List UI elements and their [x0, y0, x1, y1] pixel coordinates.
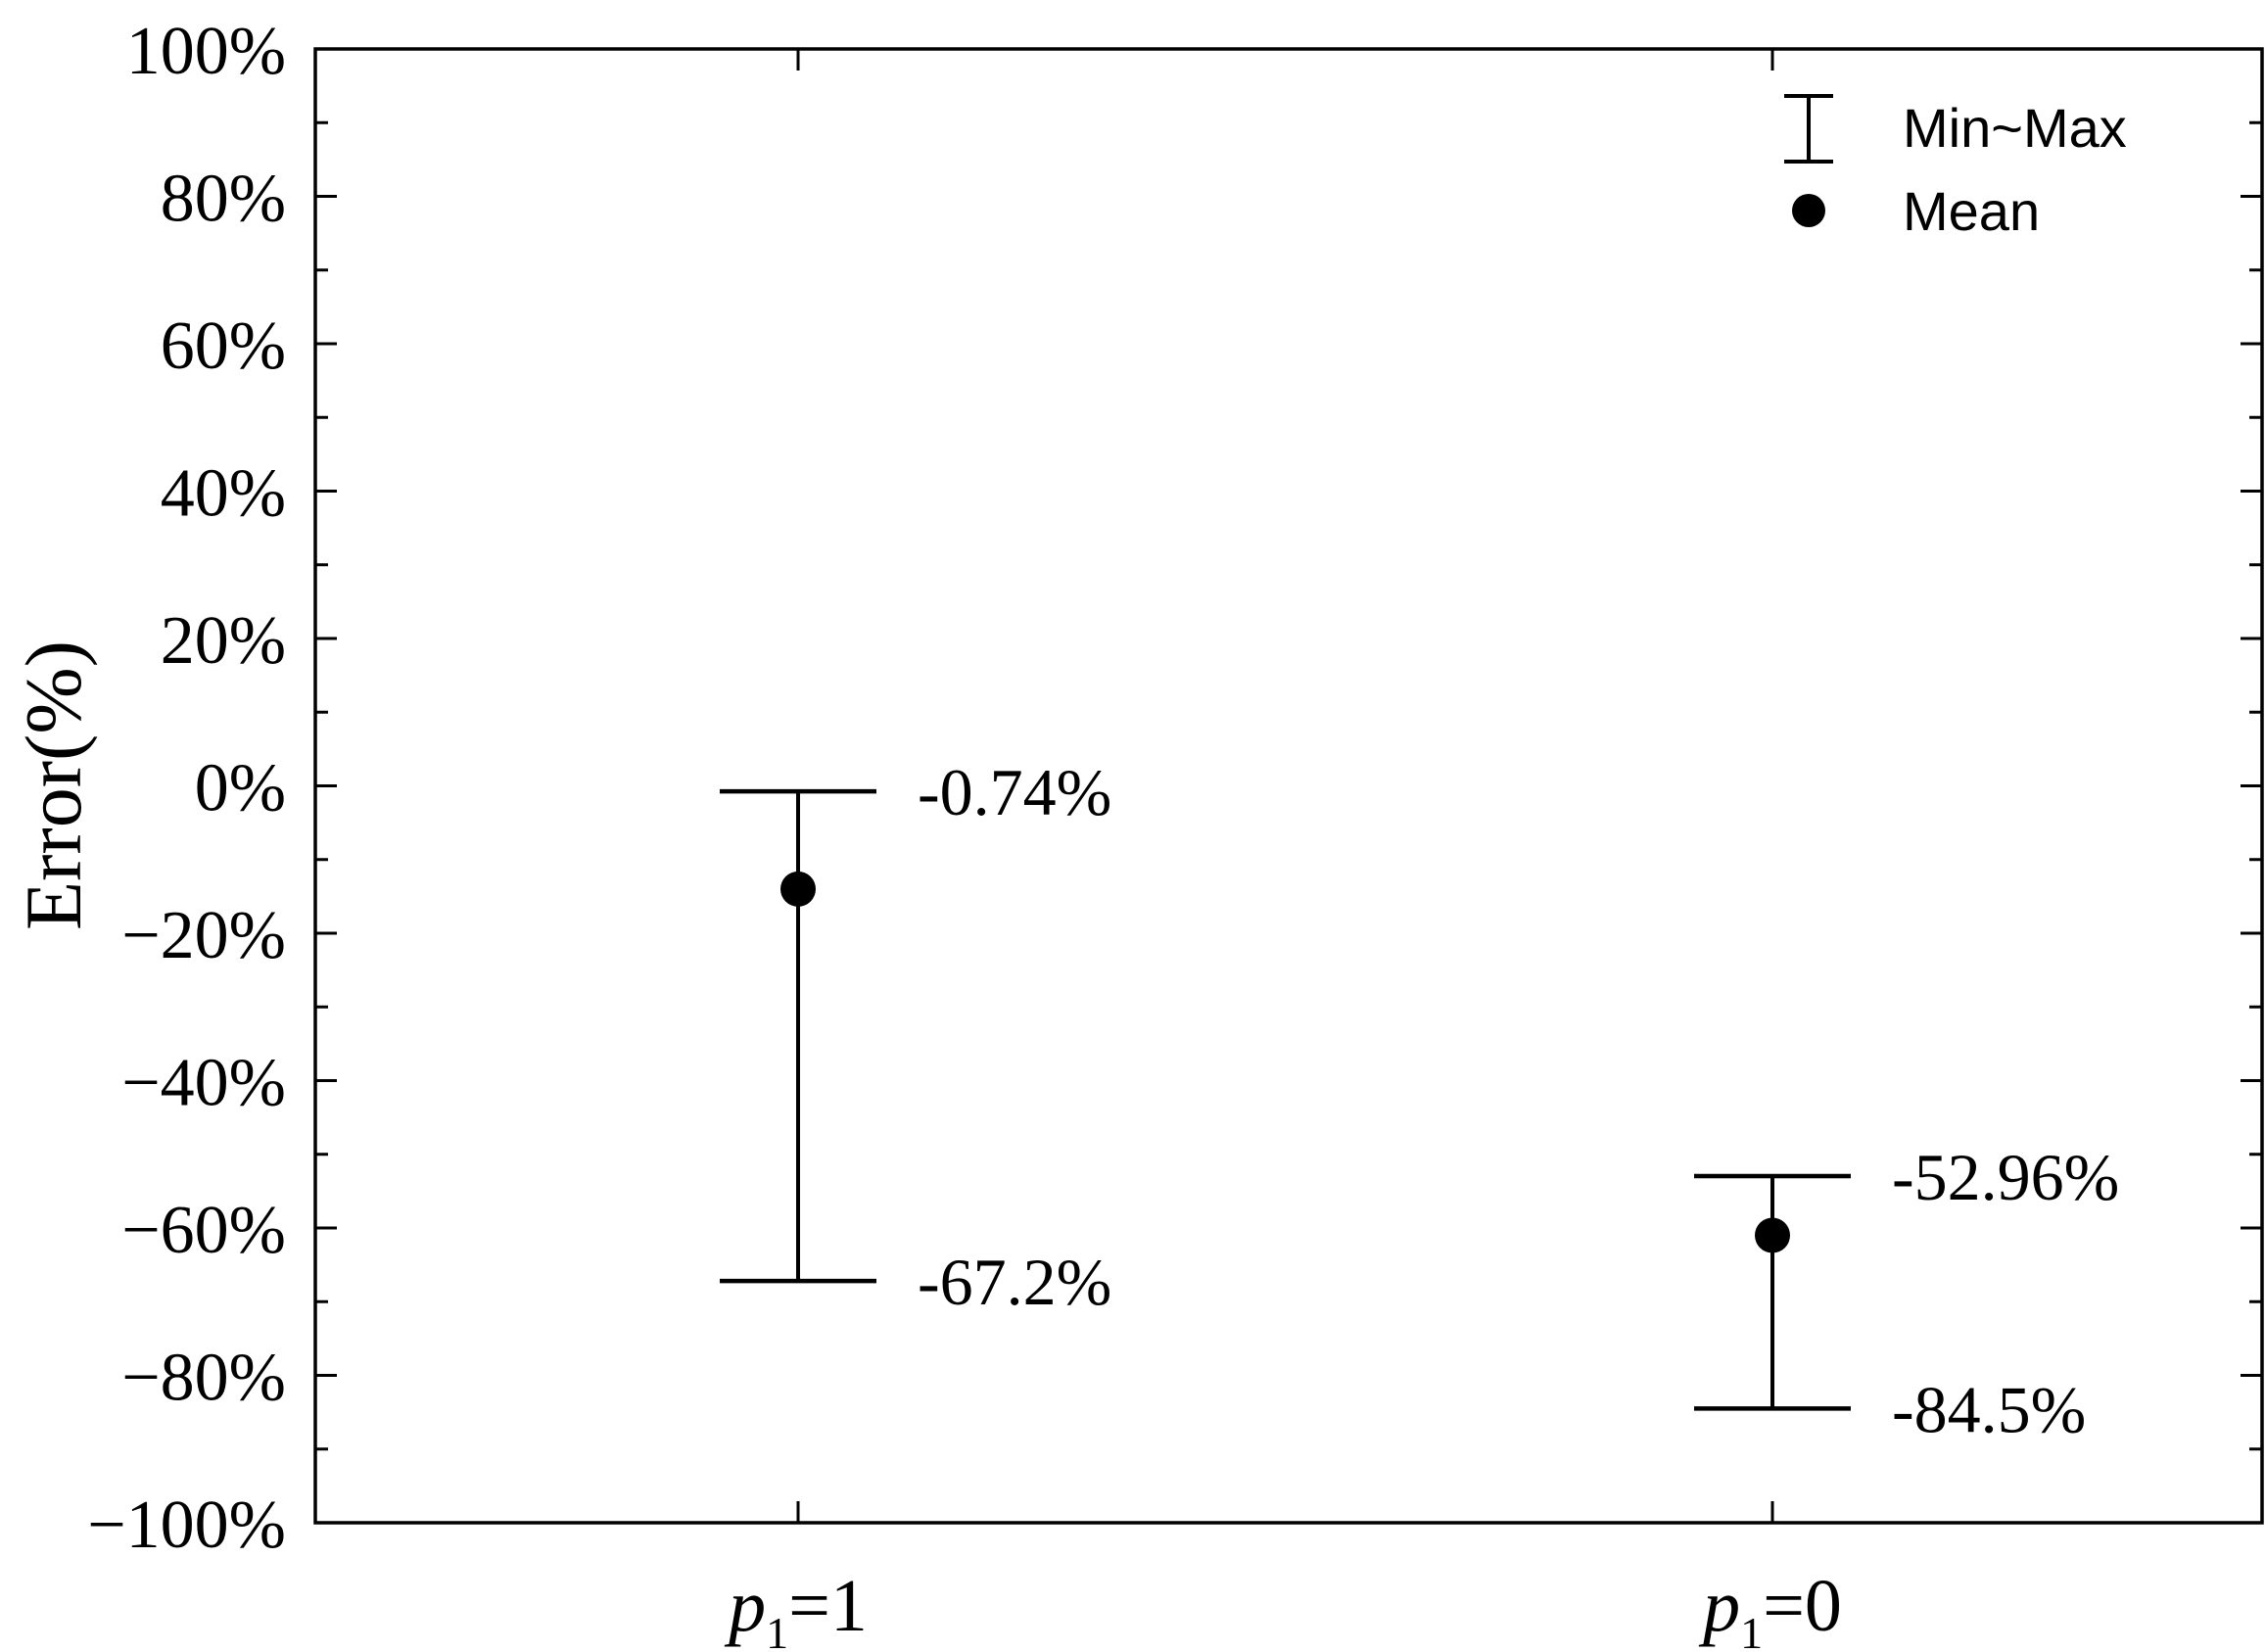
x-tick-label: p1=1 — [724, 1565, 868, 1652]
y-axis-ticks: 100% 80% 60% 40% 20% 0% −20% −40% −60% −80% −100% — [87, 14, 2262, 1563]
chart-marks: -0.74% -67.2% -52.96% -84.5% — [720, 755, 2119, 1446]
plot-frame — [313, 47, 2264, 1525]
min-value-label: -84.5% — [1892, 1372, 2086, 1446]
y-tick-label: −100% — [87, 1487, 286, 1563]
y-tick-label: 80% — [161, 162, 286, 237]
y-tick-label: −80% — [121, 1341, 286, 1416]
circle-icon — [1792, 194, 1825, 227]
max-value-label: -52.96% — [1892, 1140, 2119, 1214]
y-axis-title: Error(%) — [9, 640, 98, 930]
legend: Min~Max Mean — [1784, 94, 2127, 242]
y-tick-label: 0% — [195, 751, 286, 826]
x-tick-label: p1=0 — [1698, 1565, 1842, 1652]
legend-label-mean: Mean — [1903, 180, 2040, 242]
y-tick-label: −20% — [121, 898, 286, 973]
y-tick-label: 60% — [161, 308, 286, 384]
mean-point — [780, 871, 816, 907]
y-tick-label: −60% — [121, 1193, 286, 1268]
y-tick-label: 40% — [161, 456, 286, 532]
mean-point — [1755, 1217, 1790, 1253]
y-tick-label: 100% — [126, 14, 286, 89]
min-value-label: -67.2% — [918, 1245, 1111, 1319]
y-tick-label: −40% — [121, 1046, 286, 1121]
y-tick-label: 20% — [161, 603, 286, 679]
max-value-label: -0.74% — [918, 755, 1111, 829]
legend-label-minmax: Min~Max — [1903, 97, 2127, 159]
x-axis-ticks: p1=1 p1=0 — [724, 49, 1842, 1652]
